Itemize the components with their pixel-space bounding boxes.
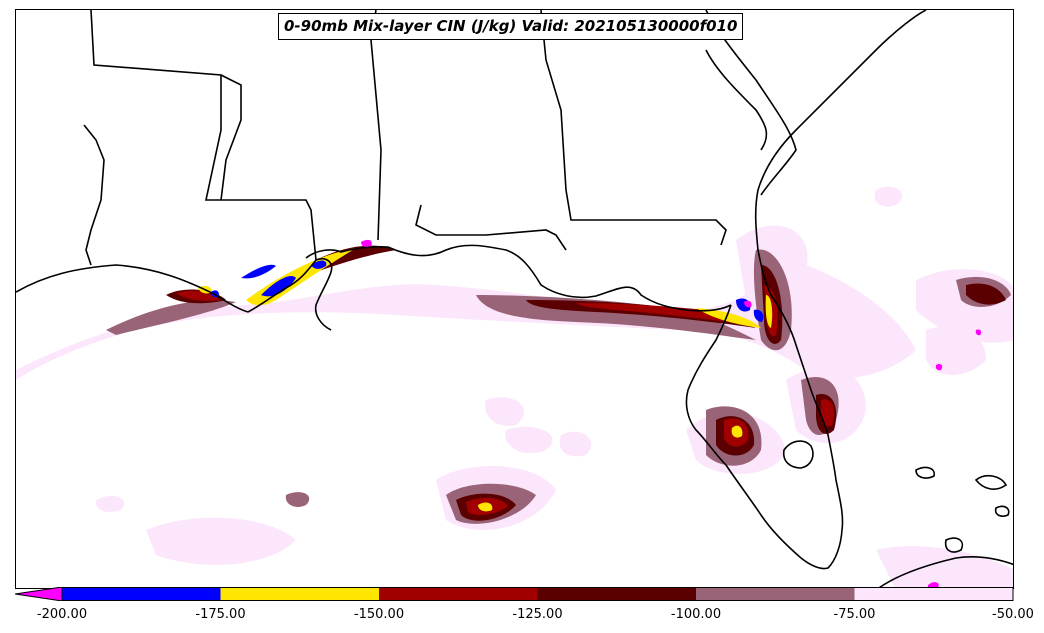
- colorbar-bin: [854, 587, 1013, 601]
- cin-map: [16, 10, 1013, 588]
- coastlines-and-borders: [16, 10, 1013, 588]
- cin-mauve-areas: [106, 249, 1011, 524]
- cin-blue-areas: [211, 260, 764, 322]
- colorbar-tick-label: -75.00: [833, 607, 876, 622]
- colorbar: [15, 587, 1014, 601]
- colorbar-bin: [696, 587, 855, 601]
- colorbar-tick-label: -50.00: [992, 607, 1034, 622]
- colorbar-tick-label: -125.00: [512, 607, 563, 622]
- colorbar-tick-label: -100.00: [670, 607, 722, 622]
- map-title: 0-90mb Mix-layer CIN (J/kg) Valid: 20210…: [278, 13, 744, 40]
- colorbar-bin: [62, 587, 221, 601]
- colorbar-outline: [61, 587, 1014, 601]
- cin-magenta-areas: [361, 239, 982, 588]
- colorbar-tick-label: -150.00: [353, 607, 405, 622]
- colorbar-bin: [379, 587, 538, 601]
- colorbar-tick-label: -175.00: [195, 607, 246, 622]
- cin-light-areas: [16, 186, 1013, 588]
- colorbar-underflow-triangle: [15, 587, 63, 601]
- colorbar-bin: [537, 587, 696, 601]
- map-panel: [15, 9, 1014, 589]
- colorbar-bin: [220, 587, 379, 601]
- colorbar-tick-label: -200.00: [36, 607, 88, 622]
